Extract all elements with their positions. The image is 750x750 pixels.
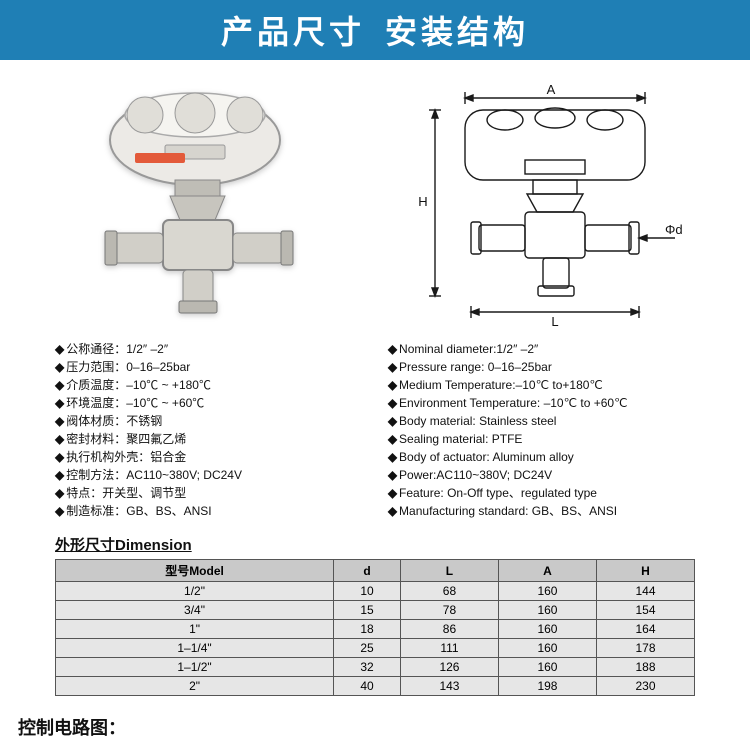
spec-line: ◆制造标准：GB、BS、ANSI [55, 502, 362, 520]
valve-icon [75, 85, 325, 325]
label-phid: Φd [665, 222, 683, 237]
table-row: 2"40143198230 [56, 677, 695, 696]
table-cell: 3/4" [56, 601, 334, 620]
dimension-title: 外形尺寸Dimension [55, 534, 750, 555]
spec-line: ◆Feature: On-Off type、regulated type [388, 484, 695, 502]
spec-line: ◆Power:AC110~380V; DC24V [388, 466, 695, 484]
table-cell: 78 [400, 601, 498, 620]
table-header: H [596, 560, 694, 582]
table-cell: 143 [400, 677, 498, 696]
spec-line: ◆介质温度：–10℃ ~ +180℃ [55, 376, 362, 394]
header-right: 安装结构 [385, 7, 529, 53]
table-row: 1–1/4"25111160178 [56, 639, 695, 658]
table-cell: 160 [498, 620, 596, 639]
table-cell: 2" [56, 677, 334, 696]
table-cell: 1" [56, 620, 334, 639]
footer-label: 控制电路图： [18, 714, 750, 740]
dimension-table: 型号ModeldLAH 1/2"10681601443/4"1578160154… [55, 559, 695, 696]
table-cell: 126 [400, 658, 498, 677]
spec-line: ◆Nominal diameter:1/2″ –2″ [388, 340, 695, 358]
table-cell: 1–1/4" [56, 639, 334, 658]
product-photo [55, 80, 345, 330]
specs-row: ◆公称通径：1/2″ –2″◆压力范围：0–16–25bar◆介质温度：–10℃… [55, 340, 695, 520]
table-header: L [400, 560, 498, 582]
spec-line: ◆Medium Temperature:–10℃ to+180℃ [388, 376, 695, 394]
spec-line: ◆公称通径：1/2″ –2″ [55, 340, 362, 358]
table-cell: 68 [400, 582, 498, 601]
table-cell: 160 [498, 601, 596, 620]
spec-line: ◆Sealing material: PTFE [388, 430, 695, 448]
spec-line: ◆Manufacturing standard: GB、BS、ANSI [388, 502, 695, 520]
table-cell: 1/2" [56, 582, 334, 601]
table-header: A [498, 560, 596, 582]
table-cell: 40 [334, 677, 401, 696]
table-cell: 178 [596, 639, 694, 658]
label-H: H [418, 194, 427, 209]
table-cell: 160 [498, 658, 596, 677]
spec-line: ◆Pressure range: 0–16–25bar [388, 358, 695, 376]
table-header: d [334, 560, 401, 582]
table-cell: 111 [400, 639, 498, 658]
spec-line: ◆压力范围：0–16–25bar [55, 358, 362, 376]
table-cell: 144 [596, 582, 694, 601]
table-cell: 188 [596, 658, 694, 677]
spec-line: ◆密封材料：聚四氟乙烯 [55, 430, 362, 448]
table-cell: 154 [596, 601, 694, 620]
table-cell: 1–1/2" [56, 658, 334, 677]
table-cell: 230 [596, 677, 694, 696]
table-cell: 25 [334, 639, 401, 658]
table-cell: 164 [596, 620, 694, 639]
spec-line: ◆阀体材质：不锈钢 [55, 412, 362, 430]
table-row: 1–1/2"32126160188 [56, 658, 695, 677]
table-cell: 10 [334, 582, 401, 601]
table-cell: 15 [334, 601, 401, 620]
spec-line: ◆控制方法：AC110~380V; DC24V [55, 466, 362, 484]
table-cell: 86 [400, 620, 498, 639]
spec-line: ◆环境温度：–10℃ ~ +60℃ [55, 394, 362, 412]
table-cell: 160 [498, 639, 596, 658]
spec-line: ◆Environment Temperature: –10℃ to +60℃ [388, 394, 695, 412]
table-cell: 18 [334, 620, 401, 639]
table-cell: 198 [498, 677, 596, 696]
label-A: A [547, 82, 556, 97]
label-L: L [551, 314, 558, 329]
table-row: 3/4"1578160154 [56, 601, 695, 620]
diagram-svg: A H L Φd [375, 80, 695, 330]
table-row: 1"1886160164 [56, 620, 695, 639]
header-left: 产品尺寸 [221, 7, 365, 53]
page-header: 产品尺寸 安装结构 [0, 0, 750, 60]
table-cell: 32 [334, 658, 401, 677]
specs-cn: ◆公称通径：1/2″ –2″◆压力范围：0–16–25bar◆介质温度：–10℃… [55, 340, 362, 520]
table-cell: 160 [498, 582, 596, 601]
spec-line: ◆Body of actuator: Aluminum alloy [388, 448, 695, 466]
table-row: 1/2"1068160144 [56, 582, 695, 601]
spec-line: ◆Body material: Stainless steel [388, 412, 695, 430]
table-header: 型号Model [56, 560, 334, 582]
images-row: A H L Φd [40, 80, 710, 330]
specs-en: ◆Nominal diameter:1/2″ –2″◆Pressure rang… [388, 340, 695, 520]
dimension-diagram: A H L Φd [375, 80, 695, 330]
spec-line: ◆执行机构外壳：铝合金 [55, 448, 362, 466]
spec-line: ◆特点：开关型、调节型 [55, 484, 362, 502]
